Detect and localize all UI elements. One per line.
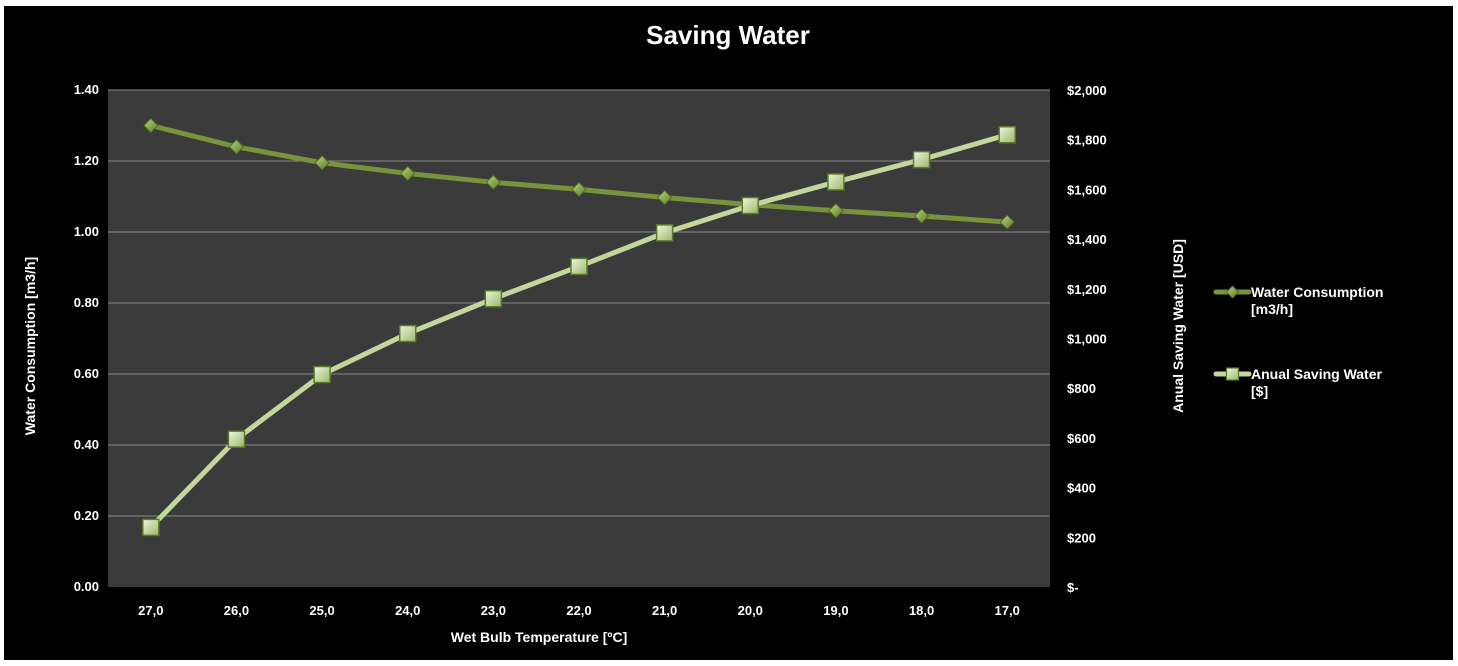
y-right-tick-label: $1,600 [1067,182,1107,197]
y-right-tick-label: $1,000 [1067,332,1107,347]
y-left-tick-label: 1.00 [74,224,99,239]
data-point-water-consumption [228,139,245,155]
data-point-water-consumption [400,165,416,182]
legend-item-anual-saving: Anual Saving Water [$] [1213,366,1383,399]
x-tick-label: 21,0 [652,603,677,618]
data-point-anual-saving [313,365,331,384]
chart-title: Saving Water [646,20,810,50]
data-point-anual-saving [741,196,760,215]
y-left-tick-label: 0.60 [74,366,99,381]
y-right-tick-label: $- [1067,580,1079,595]
legend: Water Consumption [m3/h] Anual Saving Wa… [1213,284,1383,399]
y-right-tick-label: $200 [1067,530,1096,545]
legend-label-anual-saving: Anual Saving Water [1251,366,1383,382]
data-point-anual-saving [912,150,931,169]
y-right-tick-label: $1,400 [1067,232,1107,247]
legend-square-icon [1225,367,1240,381]
y-left-tick-label: 1.40 [74,82,99,97]
y-right-tick-label: $1,800 [1067,133,1107,148]
data-point-water-consumption [656,189,673,206]
legend-label-water-consumption-unit: [m3/h] [1251,301,1293,317]
data-point-anual-saving [655,224,674,242]
data-point-water-consumption [571,181,587,198]
x-tick-label: 25,0 [309,603,334,618]
x-tick-label: 27,0 [138,603,163,618]
x-tick-label: 20,0 [738,603,763,618]
chart-frame: Saving Water 0.00 0.20 0.40 0.60 0.80 1.00 1.2… [4,6,1453,660]
data-point-water-consumption [913,208,930,224]
x-tick-label: 23,0 [481,603,506,618]
y-left-tick-label: 0.40 [74,437,99,452]
x-tick-label: 26,0 [224,603,249,618]
legend-label-water-consumption: Water Consumption [1251,284,1383,300]
x-tick-label: 24,0 [395,603,420,618]
data-point-water-consumption [828,202,844,219]
y-left-tick-label: 0.80 [74,295,99,310]
y-left-tick-label: 0.00 [74,579,99,594]
plot-area [108,90,1050,587]
x-tick-label: 22,0 [566,603,591,618]
data-point-anual-saving [570,257,588,276]
x-tick-label: 18,0 [909,603,934,618]
chart: Saving Water 0.00 0.20 0.40 0.60 0.80 1.00 1.2… [22,20,1383,645]
y-right-tick-label: $400 [1067,481,1096,496]
data-point-anual-saving [398,324,417,343]
data-point-water-consumption [314,155,330,171]
y-axis-left-title: Water Consumption [m3/h] [22,257,38,435]
y-left-tick-label: 0.20 [74,508,99,523]
y-right-tick-label: $2,000 [1067,83,1107,98]
x-tick-label: 17,0 [995,603,1020,618]
x-axis-title: Wet Bulb Temperature [ºC] [451,629,628,645]
data-point-anual-saving [827,173,845,191]
data-point-water-consumption [143,117,159,134]
y-axis-right-title: Anual Saving Water [USD] [1170,239,1186,413]
y-right-tick-label: $600 [1067,431,1096,446]
y-right-tick-label: $800 [1067,381,1096,396]
data-point-anual-saving [227,430,246,448]
data-point-anual-saving [998,125,1016,144]
legend-diamond-icon [1225,285,1240,299]
data-point-water-consumption [999,214,1015,230]
legend-label-anual-saving-unit: [$] [1251,383,1268,399]
legend-item-water-consumption: Water Consumption [m3/h] [1213,284,1383,317]
x-tick-label: 19,0 [823,603,848,618]
y-left-tick-label: 1.20 [74,153,99,168]
data-point-water-consumption [485,174,502,191]
data-point-anual-saving [484,289,503,308]
y-right-tick-label: $1,200 [1067,282,1107,297]
data-point-anual-saving [142,518,160,537]
